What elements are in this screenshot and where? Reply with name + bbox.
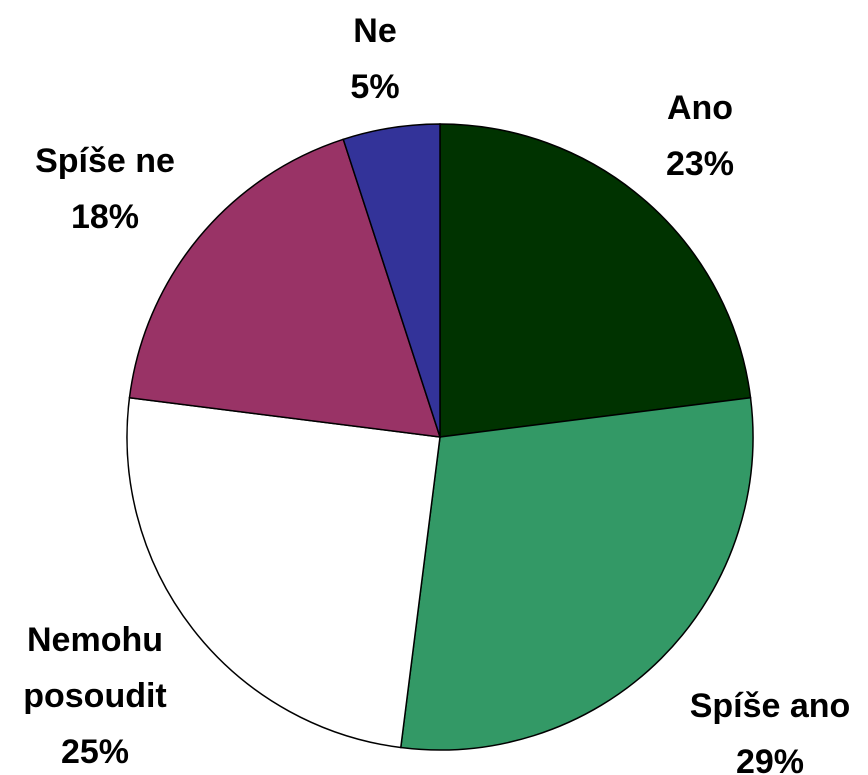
pie-slice [342,123,441,438]
value-label: 29% [735,743,805,775]
slice-label: Spíše ano 29% [670,678,868,775]
category-label: Ano [666,89,734,127]
slice-label: Ne 5% [315,3,435,115]
category-label: Nemohu posoudit [23,621,167,715]
pie-slice [128,138,442,438]
category-label: Spíše ne [35,142,175,180]
value-label: 5% [350,68,400,106]
value-label: 18% [70,198,140,236]
slice-label: Ano 23% [600,80,800,192]
pie-slice [399,396,754,751]
pie-slice [439,123,752,438]
value-label: 25% [60,733,130,771]
value-label: 23% [665,145,735,183]
pie-slice [126,396,441,749]
category-label: Ne [353,12,397,50]
slice-label: Nemohu posoudit 25% [5,612,185,775]
category-label: Spíše ano [689,687,851,725]
slice-label: Spíše ne 18% [0,133,215,245]
